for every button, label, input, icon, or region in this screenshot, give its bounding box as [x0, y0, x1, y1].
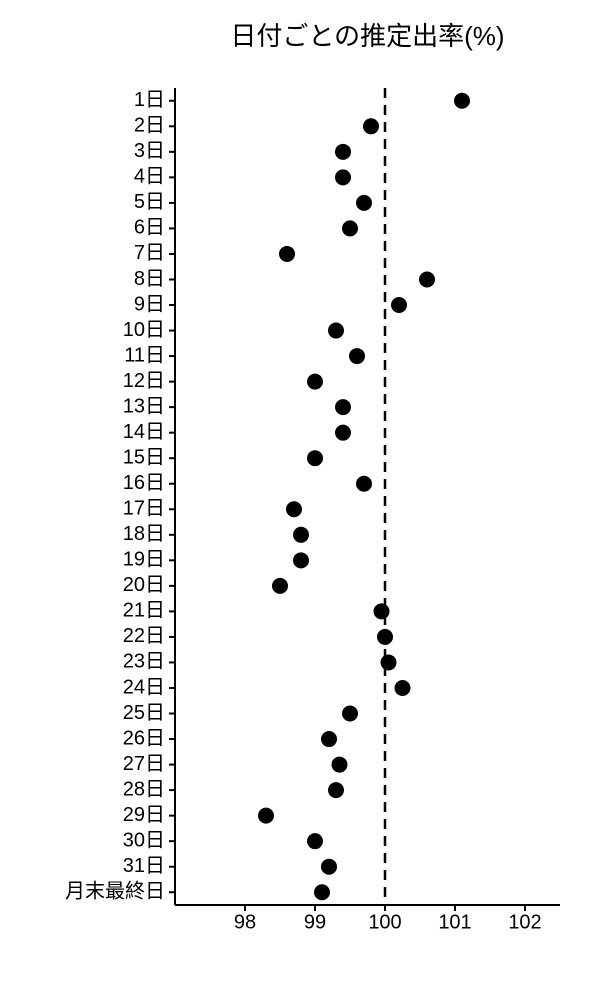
chart-title: 日付ごとの推定出率(%) — [230, 21, 504, 51]
y-tick-label: 6日 — [134, 217, 165, 239]
y-tick-label: 28日 — [123, 778, 165, 800]
y-tick-label: 9日 — [134, 293, 165, 315]
y-tick-label: 7日 — [134, 242, 165, 264]
data-point — [314, 884, 330, 900]
data-point — [356, 195, 372, 211]
y-tick-label: 10日 — [123, 319, 165, 341]
data-point — [332, 757, 348, 773]
y-tick-label: 16日 — [123, 472, 165, 494]
y-tick-label: 13日 — [123, 395, 165, 417]
data-point — [356, 476, 372, 492]
y-tick-label: 23日 — [123, 651, 165, 673]
data-point — [307, 450, 323, 466]
data-point — [377, 629, 393, 645]
data-point — [258, 808, 274, 824]
y-tick-label: 5日 — [134, 191, 165, 213]
data-point — [381, 654, 397, 670]
data-point — [293, 552, 309, 568]
data-point — [391, 297, 407, 313]
x-tick-label: 101 — [438, 912, 471, 934]
y-tick-label: 25日 — [123, 702, 165, 724]
y-tick-label: 8日 — [134, 268, 165, 290]
data-point — [321, 859, 337, 875]
data-point — [335, 144, 351, 160]
y-tick-label: 14日 — [123, 421, 165, 443]
x-tick-label: 100 — [368, 912, 401, 934]
y-tick-label: 21日 — [123, 600, 165, 622]
y-tick-label: 24日 — [123, 676, 165, 698]
y-tick-label: 19日 — [123, 549, 165, 571]
y-tick-label: 29日 — [123, 804, 165, 826]
data-point — [342, 706, 358, 722]
data-point — [349, 348, 365, 364]
y-tick-label: 22日 — [123, 625, 165, 647]
chart-container: 日付ごとの推定出率(%) 1日 2日 3日 4日 5日 6日 7日 8日 9日 10日 11日 12日 1… — [0, 0, 600, 1000]
data-point — [335, 399, 351, 415]
y-tick-label: 17日 — [123, 498, 165, 520]
y-tick-label: 20日 — [123, 574, 165, 596]
data-point — [335, 425, 351, 441]
data-point — [328, 323, 344, 339]
y-tick-label: 月末最終日 — [65, 880, 165, 903]
data-point — [321, 731, 337, 747]
data-point — [419, 271, 435, 287]
y-tick-label: 12日 — [123, 370, 165, 392]
data-point — [272, 578, 288, 594]
y-tick-label: 3日 — [134, 140, 165, 162]
y-tick-label: 4日 — [134, 166, 165, 188]
y-tick-label: 18日 — [123, 523, 165, 545]
y-tick-label: 30日 — [123, 829, 165, 851]
data-point — [279, 246, 295, 262]
x-tick-label: 99 — [304, 912, 326, 934]
y-tick-label: 11日 — [124, 344, 165, 366]
y-tick-label: 1日 — [134, 89, 165, 111]
data-point — [335, 169, 351, 185]
data-point — [286, 501, 302, 517]
y-tick-label: 27日 — [123, 753, 165, 775]
y-tick-label: 31日 — [123, 855, 165, 877]
data-point — [395, 680, 411, 696]
data-point — [374, 603, 390, 619]
y-tick-label: 26日 — [123, 727, 165, 749]
y-tick-label: 2日 — [134, 115, 165, 137]
data-point — [342, 220, 358, 236]
x-tick-label: 102 — [508, 912, 541, 934]
data-point — [454, 93, 470, 109]
scatter-chart: 日付ごとの推定出率(%) 1日 2日 3日 4日 5日 6日 7日 8日 9日 10日 11日 12日 1… — [0, 0, 600, 1000]
y-tick-label: 15日 — [123, 446, 165, 468]
data-point — [363, 118, 379, 134]
data-point — [293, 527, 309, 543]
x-tick-label: 98 — [234, 912, 256, 934]
data-point — [307, 374, 323, 390]
data-point — [328, 782, 344, 798]
data-point — [307, 833, 323, 849]
